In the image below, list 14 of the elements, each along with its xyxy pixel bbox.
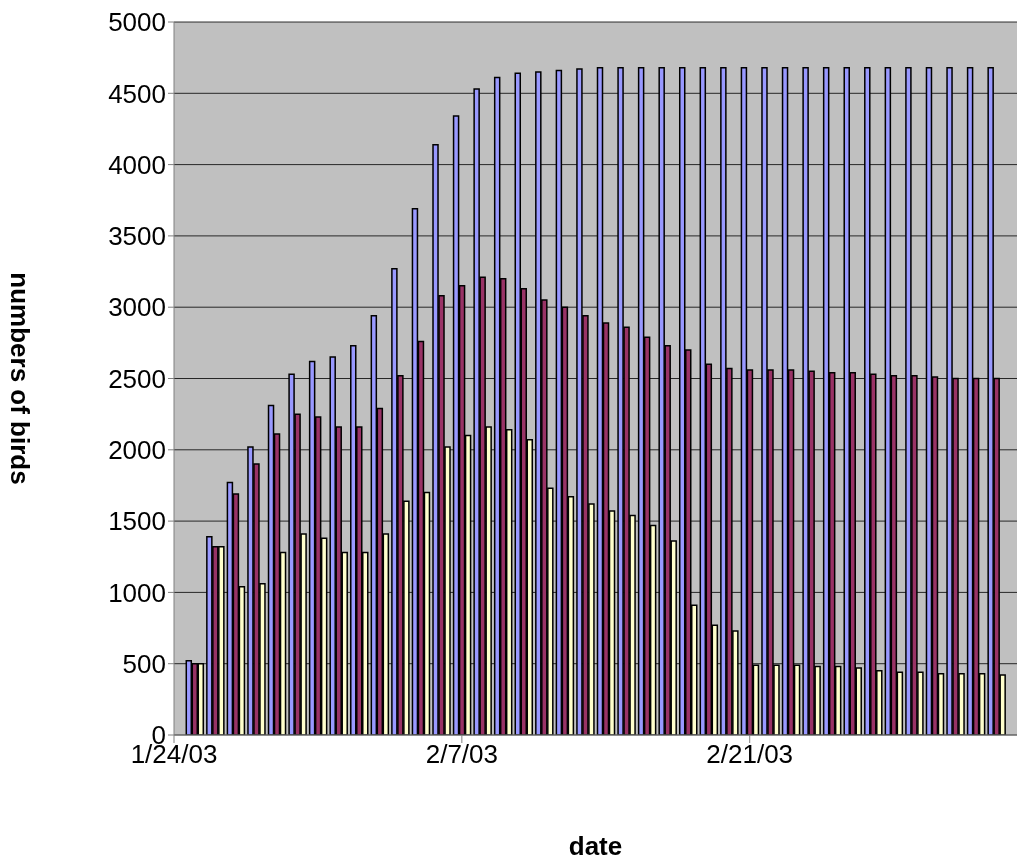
x-tick-label: 2/7/03 [425,739,498,770]
y-tick-label: 5000 [108,7,166,38]
x-axis-title: date [568,831,623,861]
y-tick-label: 3500 [108,221,166,252]
y-tick-label: 500 [122,648,166,679]
y-tick-label: 2000 [108,435,166,466]
y-axis-title: numbers of birds [4,272,35,485]
y-tick-label: 4500 [108,78,166,109]
y-tick-label: 1000 [108,577,166,608]
x-tick-label: 2/21/03 [706,739,794,770]
y-tick-label: 3000 [108,292,166,323]
y-tick-label: 1500 [108,506,166,537]
y-tick-label: 4000 [108,149,166,180]
y-tick-label: 2500 [108,363,166,394]
